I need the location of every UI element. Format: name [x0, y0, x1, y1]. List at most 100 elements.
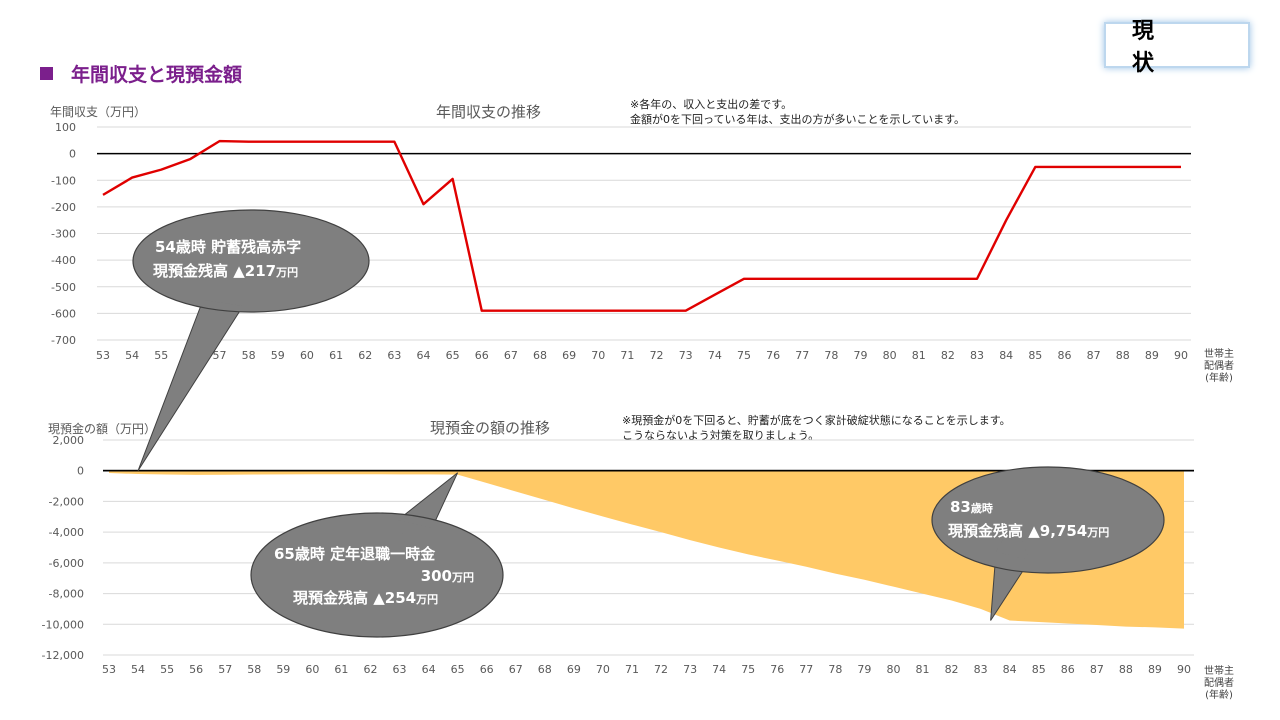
x-tick-label: 88	[1119, 663, 1133, 676]
x-tick-label: 70	[591, 349, 605, 362]
x-tick-label: 87	[1087, 349, 1101, 362]
x-tick-label: 79	[857, 663, 871, 676]
x-tick-label: 80	[883, 349, 897, 362]
x-tick-label: 78	[828, 663, 842, 676]
x-tick-label: 82	[941, 349, 955, 362]
x-tick-label: 61	[334, 663, 348, 676]
x-tick-label: 74	[712, 663, 726, 676]
callout-83-line2: 現預金残高 ▲9,754万円	[948, 522, 1109, 540]
callout-54-line2: 現預金残高 ▲217万円	[153, 262, 298, 280]
x-tick-label: 64	[416, 349, 430, 362]
x-tick-label: 76	[770, 663, 784, 676]
bottom-chart-note: ※現預金が0を下回ると、貯蓄が底をつく家計破綻状態になることを示します。 こうな…	[622, 413, 1011, 443]
top-chart-ylabel: 年間収支（万円）	[50, 105, 147, 119]
bottom-chart-note-line1: ※現預金が0を下回ると、貯蓄が底をつく家計破綻状態になることを示します。	[622, 414, 1011, 427]
y-tick-label: -600	[51, 307, 76, 320]
x-tick-label: 72	[650, 349, 664, 362]
callout-65-body	[250, 512, 504, 638]
x-tick-label: 57	[218, 663, 232, 676]
x-tick-label: 86	[1061, 663, 1075, 676]
callout-65-seam	[398, 520, 432, 575]
section-title: 年間収支と現預金額	[71, 64, 243, 86]
x-tick-label: 55	[160, 663, 174, 676]
status-badge: 現 状	[1104, 19, 1250, 76]
callout-83-line1: 83歳時	[950, 498, 993, 516]
x-tick-label: 60	[300, 349, 314, 362]
x-tick-label: 62	[358, 349, 372, 362]
x-tick-label: 73	[683, 663, 697, 676]
x-tick-label: 67	[509, 663, 523, 676]
x-tick-label: 71	[620, 349, 634, 362]
x-tick-label: 64	[422, 663, 436, 676]
x-tick-label: 75	[737, 349, 751, 362]
x-tick-label: 69	[567, 663, 581, 676]
x-tick-label: 81	[912, 349, 926, 362]
x-tick-label: 85	[1032, 663, 1046, 676]
callout-54-text-part: 54歳時 貯蓄残高赤字	[155, 238, 301, 256]
x-tick-label: 55	[154, 349, 168, 362]
callout-65-line3: 現預金残高 ▲254万円	[293, 589, 438, 607]
y-tick-label: 0	[69, 148, 76, 161]
x-tick-label: 90	[1174, 349, 1188, 362]
x-tick-label: 89	[1145, 349, 1159, 362]
callout-65-text-part: 現預金残高 ▲254	[293, 589, 416, 607]
x-tick-label: 72	[654, 663, 668, 676]
bottom-chart-note-line2: こうならないよう対策を取りましょう。	[622, 429, 820, 442]
x-tick-label: 82	[945, 663, 959, 676]
y-tick-label: -6,000	[49, 557, 84, 570]
top-chart-note-line1: ※各年の、収入と支出の差です。	[630, 98, 793, 111]
y-tick-label: -300	[51, 228, 76, 241]
x-tick-label: 85	[1028, 349, 1042, 362]
x-tick-label: 90	[1177, 663, 1191, 676]
y-tick-label: -8,000	[49, 588, 84, 601]
x-tick-label: 77	[799, 663, 813, 676]
y-tick-label: -100	[51, 174, 76, 187]
bottom-chart-title: 現預金の額の推移	[430, 419, 551, 437]
x-tick-label: 77	[795, 349, 809, 362]
section-heading: 年間収支と現預金額	[40, 60, 242, 87]
x-tick-label: 70	[596, 663, 610, 676]
x-tick-label: 58	[242, 349, 256, 362]
y-tick-label: -400	[51, 254, 76, 267]
callout-65-text-part: 万円	[451, 571, 474, 584]
y-tick-label: 100	[55, 121, 76, 134]
x-tick-label: 89	[1148, 663, 1162, 676]
top-chart-title: 年間収支の推移	[436, 103, 542, 121]
y-tick-label: -700	[51, 334, 76, 347]
x-tick-label: 67	[504, 349, 518, 362]
y-tick-label: -4,000	[49, 526, 84, 539]
x-tick-label: 75	[741, 663, 755, 676]
x-tick-label: 79	[854, 349, 868, 362]
x-tick-label: 56	[189, 663, 203, 676]
x-tick-label: 58	[247, 663, 261, 676]
y-tick-label: -500	[51, 281, 76, 294]
x-tick-label: 53	[96, 349, 110, 362]
y-tick-label: -2,000	[49, 495, 84, 508]
callout-83-text-part: 83	[950, 498, 971, 516]
callout-83-text-part: 現預金残高 ▲9,754	[948, 522, 1087, 540]
callout-83-text-part: 万円	[1086, 526, 1109, 539]
x-tick-label: 83	[974, 663, 988, 676]
x-tick-label: 59	[271, 349, 285, 362]
x-tick-label: 54	[131, 663, 145, 676]
callout-65-line1: 65歳時 定年退職一時金	[274, 545, 436, 563]
top-chart-note-line2: 金額が0を下回っている年は、支出の方が多いことを示しています。	[630, 113, 966, 126]
callout-65-line2: 300万円	[421, 567, 474, 585]
x-tick-label: 71	[625, 663, 639, 676]
x-tick-label: 53	[102, 663, 116, 676]
x-tick-label: 66	[475, 349, 489, 362]
y-tick-label: 0	[77, 465, 84, 478]
top-chart: 1000-100-200-300-400-500-600-70053545556…	[51, 121, 1191, 362]
x-tick-label: 68	[538, 663, 552, 676]
x-tick-label: 69	[562, 349, 576, 362]
callout-54-text-part: 現預金残高 ▲217	[153, 262, 276, 280]
x-tick-label: 80	[886, 663, 900, 676]
callout-65-text-part: 65歳時 定年退職一時金	[274, 545, 436, 563]
series-line	[102, 139, 1181, 312]
x-tick-label: 84	[999, 349, 1013, 362]
callout-54-line1: 54歳時 貯蓄残高赤字	[155, 238, 301, 256]
